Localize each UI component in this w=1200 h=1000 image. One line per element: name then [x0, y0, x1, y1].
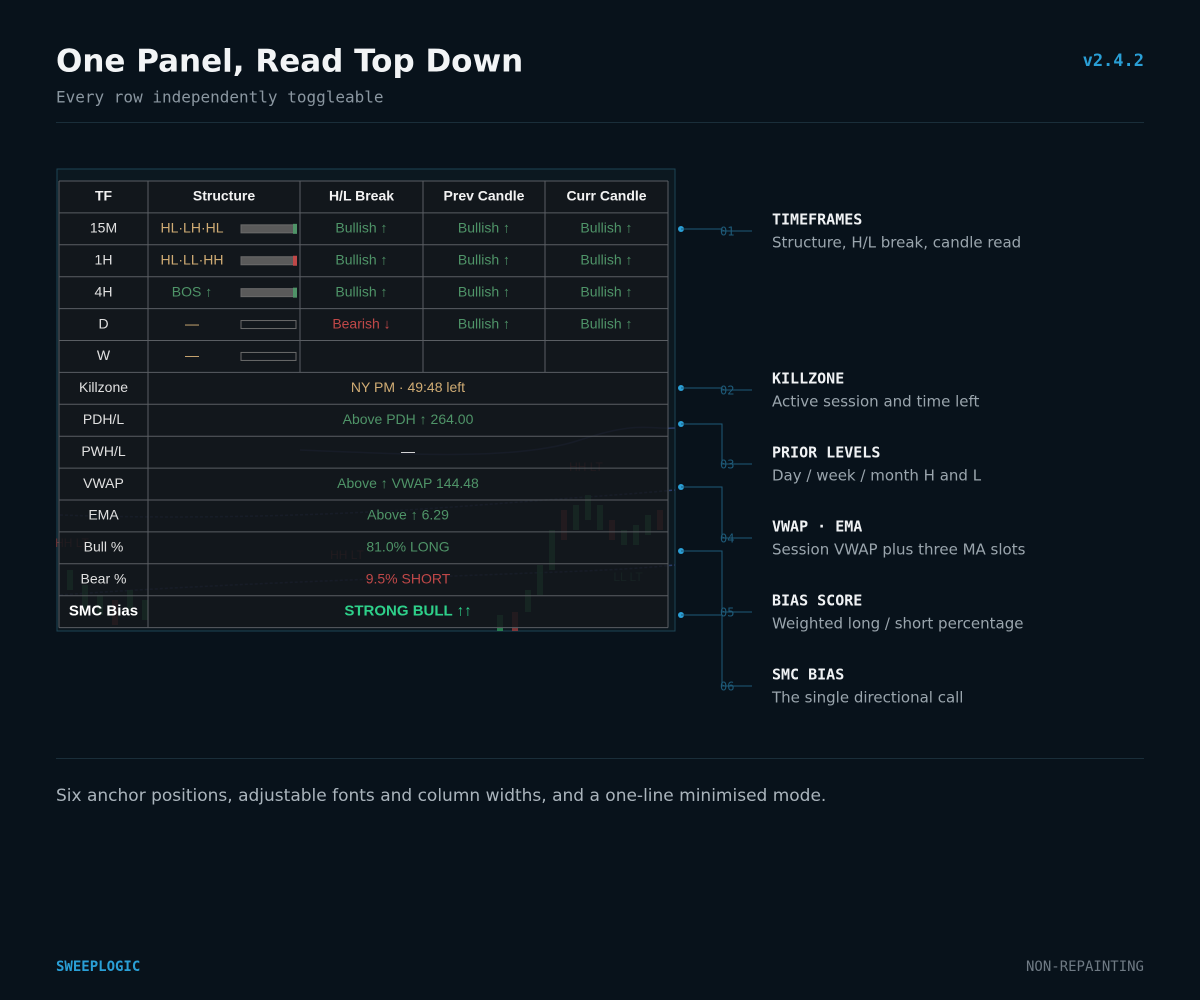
row-label: EMA: [88, 507, 119, 523]
annotation-number: 01: [720, 225, 734, 239]
signal: Bullish ↑: [580, 220, 632, 236]
annotation-desc: Structure, H/L break, candle read: [772, 234, 1021, 252]
signal: Bullish ↑: [580, 283, 632, 299]
annotation-number: 03: [720, 458, 734, 472]
connector: [681, 614, 752, 687]
tf-label: W: [97, 347, 111, 363]
strength-meter: [240, 288, 297, 298]
column-header: Prev Candle: [444, 188, 525, 204]
connector: [681, 423, 752, 465]
tag: NON-REPAINTING: [1026, 959, 1144, 975]
structure: BOS ↑: [172, 283, 212, 299]
title: One Panel, Read Top Down: [56, 44, 523, 80]
signal: Bullish ↑: [458, 315, 510, 331]
annotation-desc: Day / week / month H and L: [772, 467, 982, 485]
row-label: Killzone: [79, 379, 128, 395]
annotation-title: VWAP · EMA: [772, 518, 862, 536]
footer-note: Six anchor positions, adjustable fonts a…: [56, 786, 826, 806]
signal: Bullish ↑: [335, 283, 387, 299]
structure: —: [185, 315, 199, 331]
annotation-title: KILLZONE: [772, 370, 844, 388]
column-header: TF: [95, 188, 113, 204]
row-label: PWH/L: [81, 443, 126, 459]
signal: Bullish ↑: [580, 251, 632, 267]
row-label: SMC Bias: [69, 603, 138, 620]
connector: [681, 387, 752, 391]
strength-meter: [240, 320, 297, 330]
row-label: Bear %: [81, 570, 127, 586]
strength-meter: [240, 224, 297, 234]
annotation-desc: Active session and time left: [772, 393, 980, 411]
meter-cap: [293, 223, 297, 234]
signal: Bearish ↓: [332, 315, 390, 331]
annotation-desc: Session VWAP plus three MA slots: [772, 541, 1026, 559]
row-label: VWAP: [83, 475, 124, 491]
annotation-number: 06: [720, 680, 734, 694]
annotation-number: 05: [720, 606, 734, 620]
column-header: Curr Candle: [566, 188, 646, 204]
row-value: 81.0% LONG: [366, 539, 449, 555]
row-value: NY PM · 49:48 left: [351, 379, 465, 395]
row-value: Above PDH ↑ 264.00: [343, 411, 474, 427]
annotation-number: 04: [720, 532, 734, 546]
annotation-desc: Weighted long / short percentage: [772, 615, 1023, 633]
annotation-title: BIAS SCORE: [772, 592, 862, 610]
tf-label: D: [98, 315, 108, 331]
annotation-number: 02: [720, 384, 734, 398]
signal: Bullish ↑: [458, 251, 510, 267]
tf-label: 15M: [90, 220, 117, 236]
connector: [681, 486, 752, 539]
signal: Bullish ↑: [335, 251, 387, 267]
structure: HL·LL·HH: [160, 251, 223, 267]
row-value: 9.5% SHORT: [366, 570, 451, 586]
panel-table: TF Structure H/L Break Prev Candle Curr Cand…: [58, 180, 669, 629]
annotation-title: SMC BIAS: [772, 666, 844, 684]
strength-meter: [240, 351, 297, 361]
signal: Bullish ↑: [458, 283, 510, 299]
column-header: H/L Break: [329, 188, 394, 204]
subtitle: Every row independently toggleable: [56, 88, 384, 107]
structure: HL·LH·HL: [160, 220, 223, 236]
annotations: 01 TIMEFRAMES Structure, H/L break, candle…: [678, 211, 1026, 707]
column-header: Structure: [193, 188, 255, 204]
connector: [681, 228, 752, 232]
row-value: Above ↑ 6.29: [367, 507, 449, 523]
tf-label: 1H: [95, 251, 113, 267]
row-label: Bull %: [84, 539, 124, 555]
connector: [681, 550, 752, 613]
annotation-title: PRIOR LEVELS: [772, 444, 880, 462]
signal: Bullish ↑: [335, 220, 387, 236]
annotation-title: TIMEFRAMES: [772, 211, 862, 229]
brand: SWEEPLOGIC: [56, 959, 140, 975]
row-value: —: [401, 443, 415, 459]
strength-meter: [240, 256, 297, 266]
row-value: Above ↑ VWAP 144.48: [337, 475, 479, 491]
signal: Bullish ↑: [580, 315, 632, 331]
row-value: STRONG BULL ↑↑: [344, 603, 471, 620]
signal: Bullish ↑: [458, 220, 510, 236]
meter-cap: [293, 287, 297, 298]
annotation-desc: The single directional call: [771, 689, 963, 707]
structure: —: [185, 347, 199, 363]
tf-label: 4H: [95, 283, 113, 299]
row-label: PDH/L: [83, 411, 124, 427]
version: v2.4.2: [1083, 51, 1144, 71]
meter-cap: [293, 255, 297, 266]
